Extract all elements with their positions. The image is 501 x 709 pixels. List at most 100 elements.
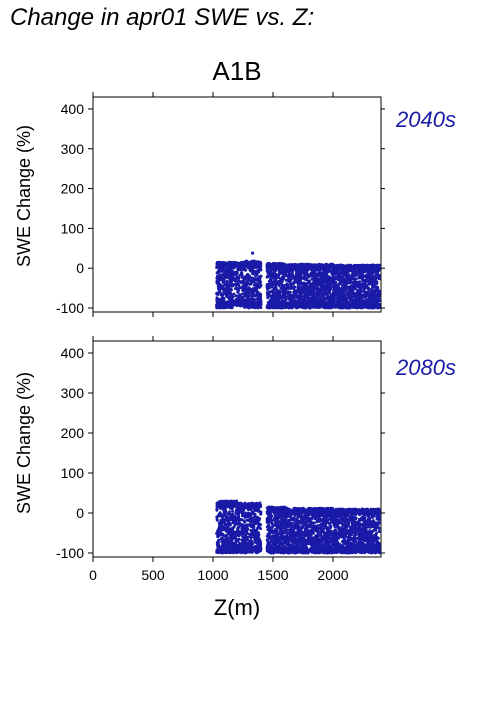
scatter-point [352,302,356,306]
scatter-point [222,545,226,549]
scatter-point [265,282,269,286]
scatter-point [302,291,306,295]
scatter-point [266,264,270,268]
scatter-point [303,264,307,267]
scatter-point [230,527,234,531]
scatter-point [250,267,254,271]
scatter-point [353,287,357,291]
y-axis-label: SWE Change (%) [14,372,34,514]
scatter-point [280,297,284,301]
scatter-point [331,300,335,304]
scatter-point [333,284,337,288]
scatter-point [312,293,316,297]
scatter-point [228,296,232,300]
scatter-point [225,280,229,284]
scatter-point [228,522,232,526]
scatter-point [360,286,364,290]
scatter-point [277,269,281,273]
scatter-point [236,517,240,521]
scatter-point [296,304,300,308]
scatter-point [368,274,372,277]
scatter-point [327,302,331,306]
scatter-point [376,305,380,308]
scatter-point [238,286,242,290]
scatter-point [274,266,278,270]
scatter-point [278,271,282,275]
scatter-point [371,274,375,278]
scatter-point [216,300,219,304]
scatter-point [225,502,229,506]
scatter-points [215,251,382,310]
scatter-point [237,513,240,517]
scatter-point [230,538,234,542]
scatter-point [268,299,272,303]
scatter-point [215,507,219,511]
y-tick-label: 300 [61,141,85,157]
scatter-point [351,267,355,271]
scatter-point [297,290,300,294]
scatter-point [376,276,380,280]
scatter-point [352,281,356,285]
scatter-point [271,290,275,294]
scatter-point [336,301,340,305]
scatter-point [348,280,351,284]
scatter-point [310,290,314,294]
scatter-point [273,273,276,277]
scatter-point [232,301,236,304]
scatter-point [353,265,357,269]
scatter-point [313,280,317,284]
scatter-point [340,272,344,275]
scatter-point [364,302,368,305]
scatter-point-outlier [251,251,255,255]
scatter-point [216,541,220,545]
y-axis-label: SWE Change (%) [14,125,34,267]
scatter-point [336,305,340,309]
scatter-point [237,283,241,287]
scatter-point [270,273,274,277]
scatter-point [295,272,299,276]
panel-label: 2040s [395,107,456,132]
scatter-point [218,261,222,264]
scatter-point [243,291,247,295]
scatter-point [274,285,278,289]
scatter-point [236,299,239,303]
scatter-point [313,272,317,276]
scatter-point [228,548,232,552]
y-tick-label: 200 [61,425,85,441]
scatter-point [360,283,364,287]
scatter-point [221,507,225,511]
scatter-point [361,299,365,303]
scatter-point [222,510,226,514]
scatter-point [341,279,344,283]
scatter-point [246,305,250,309]
scatter-point [281,266,284,270]
scatter-point [351,305,354,309]
scatter-point [324,289,328,293]
scatter-point [328,275,332,279]
scatter-point [342,296,346,300]
scatter-point [241,286,245,290]
y-tick-label: 200 [61,181,85,197]
scatter-point [376,265,380,269]
scatter-point [249,281,253,285]
scatter-point [220,264,224,268]
scatter-point [327,287,331,290]
scatter-point [357,303,360,307]
scatter-point [250,289,254,293]
page-title: Change in apr01 SWE vs. Z: [10,4,315,31]
scatter-point [315,283,319,286]
scatter-point [351,275,355,279]
scatter-point [355,282,359,286]
x-tick-label: 1500 [257,567,288,583]
scatter-point [342,299,346,303]
scatter-point [221,284,225,288]
scatter-point [217,304,220,308]
scatter-point [280,283,284,287]
scatter-point [273,294,277,298]
scatter-point [301,298,305,301]
scatter-point [235,270,239,274]
scatter-point [249,298,253,302]
scatter-point [240,271,244,275]
scatter-point [268,278,272,281]
scatter-point [244,268,248,272]
